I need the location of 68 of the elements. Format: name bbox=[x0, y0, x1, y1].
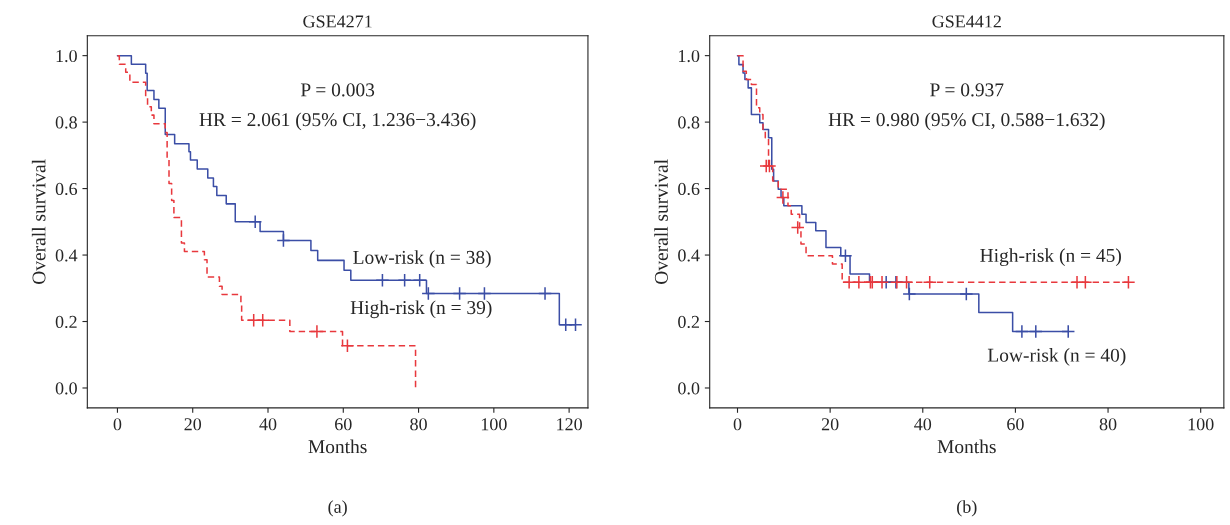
x-tick-label: 40 bbox=[914, 418, 932, 431]
y-tick-label: 0.8 bbox=[55, 116, 77, 129]
annotation: HR = 2.061 (95% CI, 1.236−3.436) bbox=[199, 112, 476, 131]
y-tick-label: 0.0 bbox=[55, 382, 77, 395]
point bbox=[421, 286, 436, 301]
text: (b) bbox=[957, 500, 977, 517]
annotation: P = 0.003 bbox=[300, 83, 375, 97]
point bbox=[899, 275, 914, 290]
x-tick-label: 20 bbox=[821, 418, 839, 431]
point bbox=[1028, 324, 1043, 339]
point bbox=[1061, 324, 1076, 339]
point bbox=[452, 286, 467, 301]
point bbox=[412, 273, 427, 288]
x-tick-label: 0 bbox=[733, 418, 742, 431]
y-axis-title: Overall survival bbox=[654, 159, 668, 284]
point bbox=[1121, 275, 1136, 290]
point bbox=[838, 248, 853, 263]
y-tick-label: 0.6 bbox=[678, 182, 700, 196]
x-tick-label: 120 bbox=[557, 418, 582, 431]
point bbox=[309, 324, 324, 339]
annotation: Low-risk (n = 40) bbox=[987, 348, 1126, 366]
x-tick-label: 80 bbox=[410, 418, 427, 431]
point bbox=[775, 190, 790, 205]
x-tick-label: 100 bbox=[481, 418, 507, 431]
point bbox=[538, 286, 553, 301]
chart-title: GSE4412 bbox=[932, 15, 1001, 28]
x-axis-title: Months bbox=[937, 439, 996, 454]
y-axis-title: Overall survival bbox=[31, 159, 46, 284]
x-tick-label: 20 bbox=[184, 418, 202, 431]
point bbox=[790, 220, 805, 235]
point bbox=[397, 273, 412, 288]
point bbox=[1014, 324, 1029, 339]
y-tick-label: 0.4 bbox=[678, 249, 700, 262]
annotation: P = 0.937 bbox=[930, 83, 1004, 97]
annotation: High-risk (n = 39) bbox=[350, 300, 492, 319]
point bbox=[477, 286, 492, 301]
point bbox=[922, 275, 937, 290]
y-tick-label: 0.8 bbox=[678, 116, 700, 129]
x-tick-label: 0 bbox=[113, 418, 122, 431]
point bbox=[375, 273, 390, 288]
chart-title: GSE4271 bbox=[303, 15, 372, 28]
point bbox=[902, 286, 917, 301]
point bbox=[1078, 275, 1093, 290]
y-tick-label: 0.2 bbox=[678, 315, 699, 329]
point bbox=[255, 313, 270, 328]
annotation: Low-risk (n = 38) bbox=[353, 250, 491, 268]
point bbox=[276, 233, 291, 248]
x-tick-label: 60 bbox=[1007, 418, 1024, 431]
x-tick-label: 100 bbox=[1188, 418, 1214, 431]
point bbox=[959, 286, 974, 301]
x-tick-label: 60 bbox=[335, 418, 352, 431]
y-tick-label: 0.6 bbox=[55, 182, 78, 196]
point bbox=[340, 338, 355, 353]
x-axis-title: Months bbox=[308, 439, 367, 454]
y-tick-label: 1.0 bbox=[679, 49, 700, 63]
point bbox=[851, 275, 866, 290]
y-tick-label: 0.0 bbox=[678, 382, 700, 395]
x-tick-label: 40 bbox=[259, 418, 277, 431]
point bbox=[568, 317, 583, 332]
text: (a) bbox=[328, 500, 347, 517]
point bbox=[248, 214, 263, 229]
annotation: High-risk (n = 45) bbox=[980, 248, 1121, 267]
y-tick-label: 0.4 bbox=[55, 249, 78, 262]
annotation: HR = 0.980 (95% CI, 0.588−1.632) bbox=[828, 112, 1105, 131]
point bbox=[875, 275, 890, 290]
y-tick-label: 0.2 bbox=[55, 315, 77, 329]
y-tick-label: 1.0 bbox=[56, 49, 77, 63]
x-tick-label: 80 bbox=[1099, 418, 1117, 431]
